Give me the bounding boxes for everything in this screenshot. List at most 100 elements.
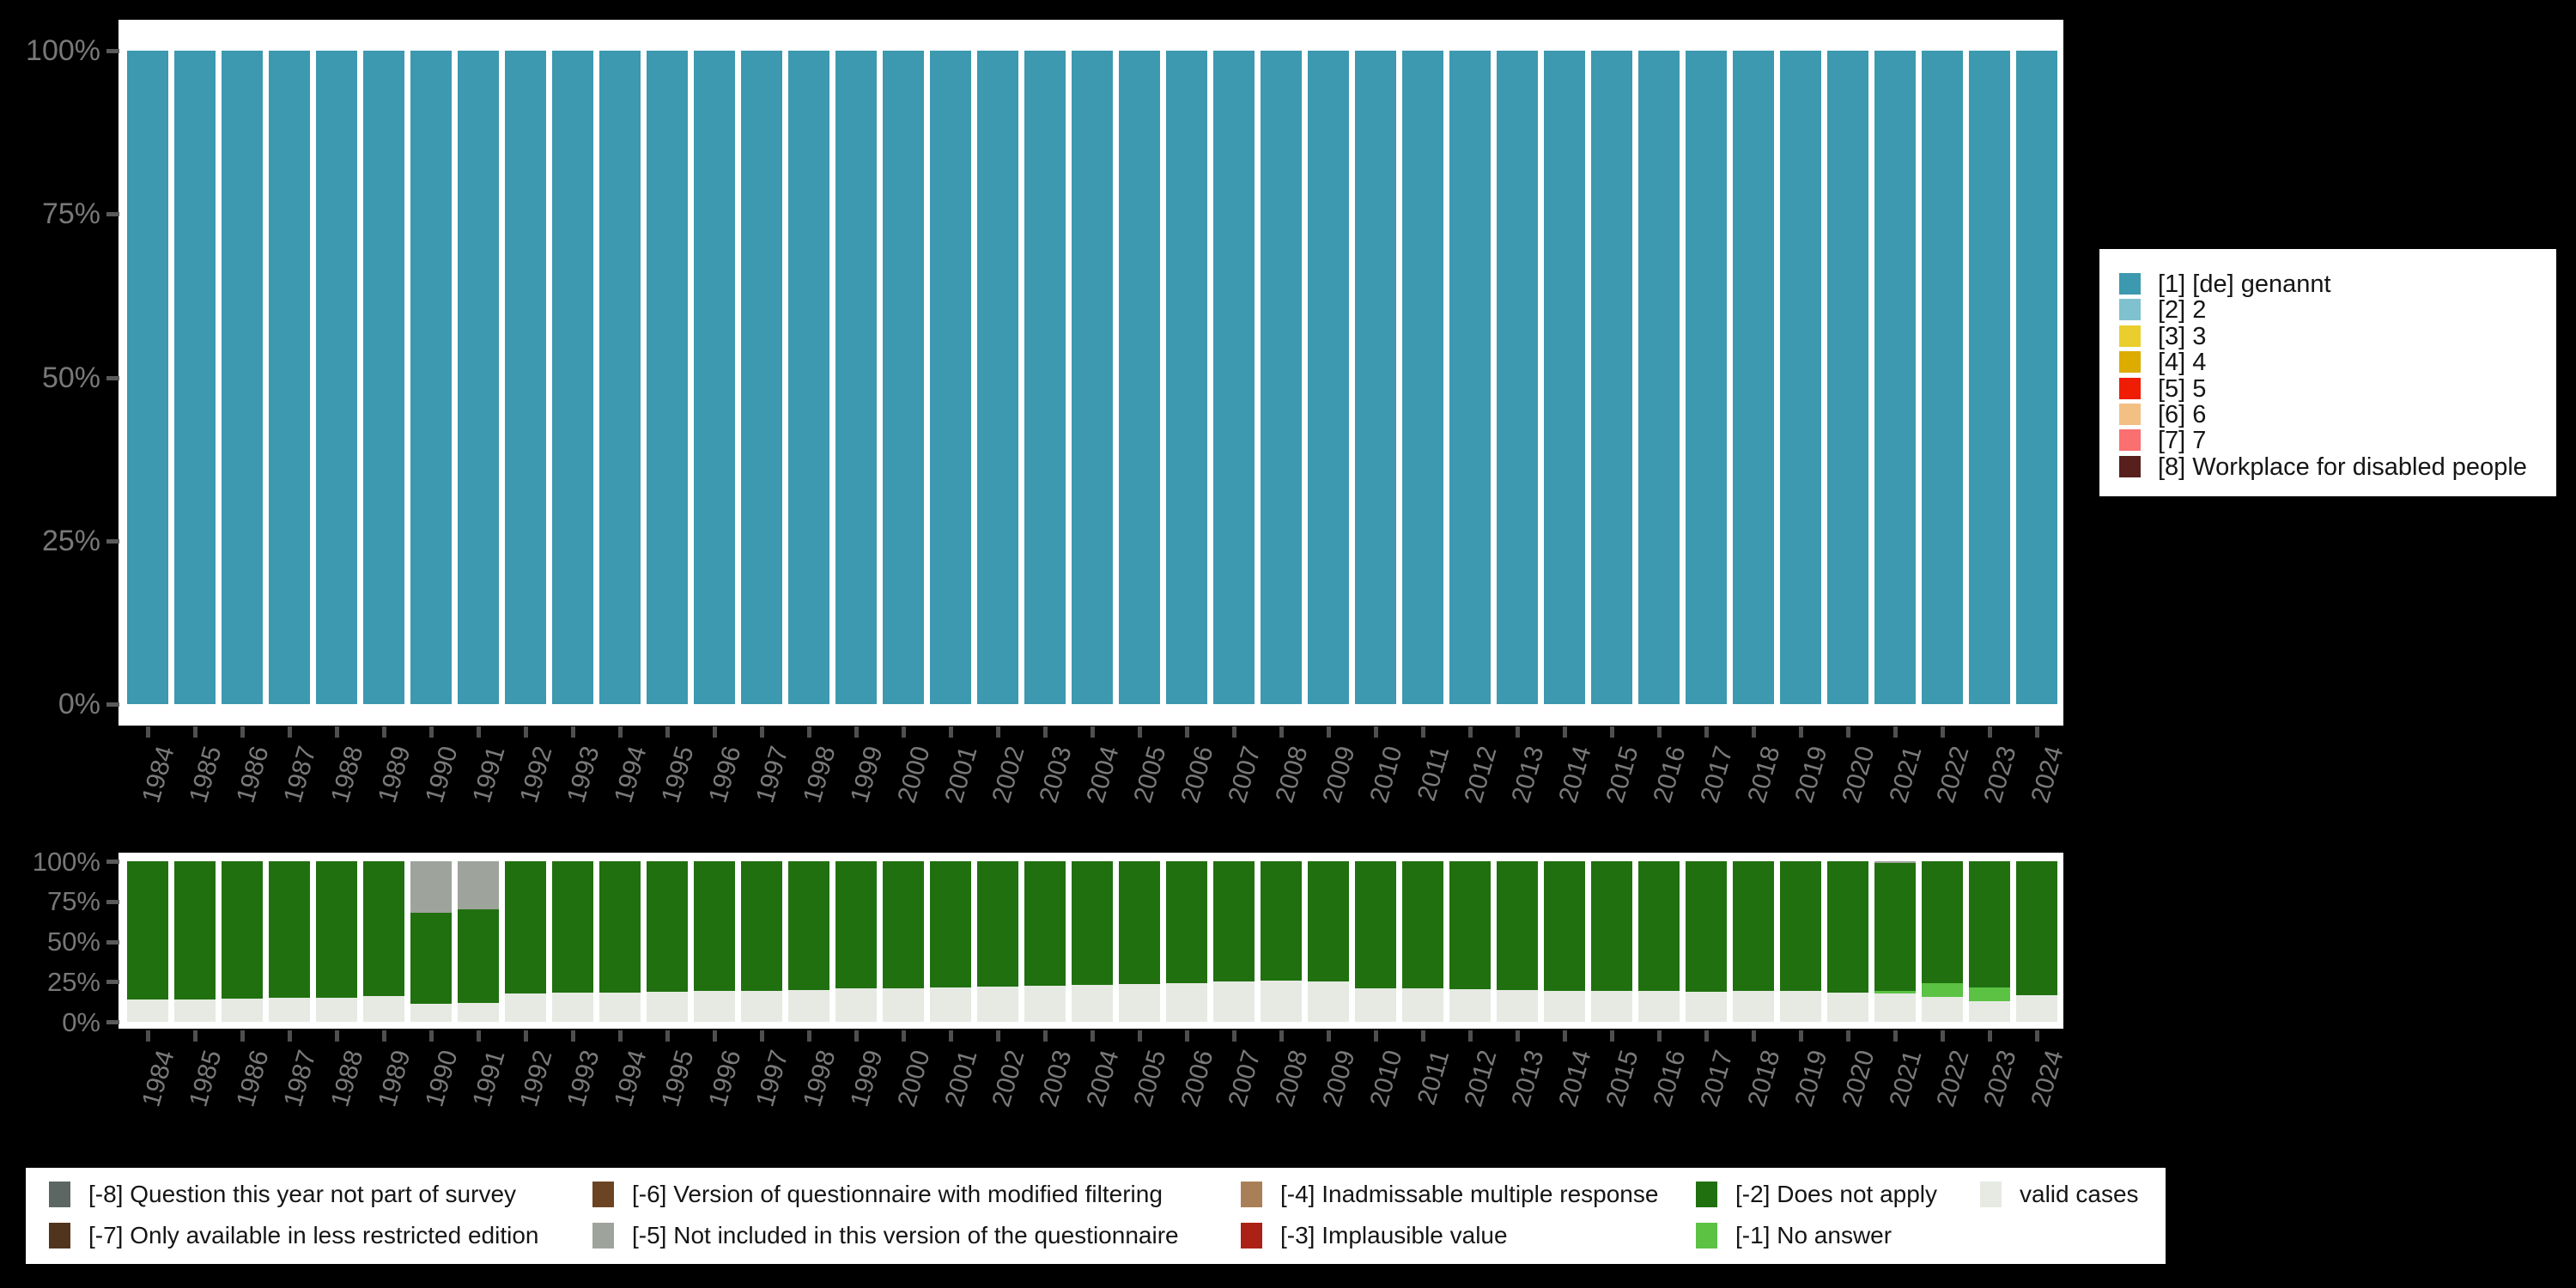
bar-segment	[1119, 861, 1160, 985]
y-axis-label: 25%	[46, 967, 100, 997]
x-axis-tick	[1563, 726, 1567, 738]
bar-segment	[2016, 51, 2057, 704]
bar-segment	[1497, 989, 1538, 1022]
x-axis-tick	[1516, 726, 1520, 738]
bar-2007	[1213, 51, 1255, 704]
bar-segment	[174, 861, 216, 999]
bar-2000	[883, 861, 924, 1022]
bar-2008	[1261, 861, 1302, 1022]
x-axis-year-label: 1994	[609, 743, 653, 806]
bar-segment	[599, 993, 641, 1022]
legend-item: [5] 5	[2099, 376, 2556, 402]
x-axis-year-label: 2002	[987, 743, 1030, 806]
x-axis-year-label: 1998	[798, 1047, 841, 1110]
bar-1993	[552, 861, 593, 1022]
x-axis-year-label: 2013	[1506, 743, 1550, 806]
bar-segment	[410, 1004, 452, 1022]
bar-2021	[1874, 861, 1916, 1022]
bar-segment	[883, 51, 924, 704]
bar-1988	[316, 51, 357, 704]
bar-2014	[1544, 861, 1585, 1022]
x-axis-year-label: 2020	[1837, 743, 1880, 806]
legend-label: [-4] Inadmissable multiple response	[1280, 1181, 1659, 1207]
legend-label: [4] 4	[2158, 349, 2207, 377]
bar-segment	[1591, 51, 1632, 704]
x-axis-year-label: 1989	[373, 743, 416, 806]
legend-item: [3] 3	[2099, 324, 2556, 349]
x-axis-tick	[2035, 1030, 2039, 1042]
x-axis-tick	[477, 726, 481, 738]
x-axis-year-label: 1989	[373, 1047, 416, 1110]
x-axis-tick	[146, 1030, 150, 1042]
bar-2023	[1969, 861, 2010, 1022]
x-axis-year-label: 2021	[1884, 743, 1928, 806]
x-axis-year-label: 1984	[137, 743, 180, 806]
bar-2024	[2016, 861, 2057, 1022]
x-axis-year-label: 2003	[1034, 1047, 1078, 1110]
bar-2015	[1591, 861, 1632, 1022]
bar-segment	[1449, 861, 1491, 989]
bar-segment	[410, 51, 452, 704]
bar-segment	[363, 861, 404, 997]
bar-segment	[1780, 991, 1821, 1022]
bar-segment	[1638, 991, 1680, 1022]
bar-2005	[1119, 861, 1160, 1022]
bar-segment	[505, 993, 546, 1022]
x-axis-tick	[949, 726, 953, 738]
bar-segment	[458, 909, 499, 1003]
bar-segment	[269, 997, 310, 1022]
x-axis-tick	[1752, 1030, 1756, 1042]
bar-1989	[363, 861, 404, 1022]
x-axis-year-label: 2010	[1364, 1047, 1408, 1110]
legend-swatch	[1241, 1223, 1262, 1249]
bar-2006	[1166, 51, 1207, 704]
x-axis-year-label: 1988	[325, 743, 369, 806]
bar-segment	[1827, 861, 1868, 993]
legend-swatch	[49, 1182, 70, 1207]
missing-chart-plot	[118, 853, 2063, 1029]
bar-1990	[410, 51, 452, 704]
x-axis-year-label: 2011	[1413, 1047, 1455, 1109]
bar-segment	[1449, 988, 1491, 1022]
bar-segment	[788, 861, 829, 990]
x-axis-tick	[1752, 726, 1756, 738]
bar-segment	[1922, 861, 1963, 984]
bar-segment	[552, 51, 593, 704]
bar-1994	[599, 861, 641, 1022]
x-axis-year-label: 2023	[1978, 743, 2022, 806]
bar-2014	[1544, 51, 1585, 704]
bar-1993	[552, 51, 593, 704]
bar-segment	[1733, 861, 1774, 992]
bar-segment	[1638, 51, 1680, 704]
legend-label: [-7] Only available in less restricted e…	[88, 1222, 539, 1249]
x-axis-tick	[335, 726, 339, 738]
bar-2002	[977, 861, 1018, 1022]
legend-label: valid cases	[2020, 1181, 2139, 1207]
x-axis-year-label: 1988	[325, 1047, 369, 1110]
bar-segment	[1733, 991, 1774, 1022]
x-axis-year-label: 2009	[1317, 743, 1361, 806]
x-axis-year-label: 2005	[1128, 743, 1172, 806]
x-axis-tick	[1232, 1030, 1236, 1042]
legend-swatch	[2119, 273, 2141, 295]
bar-2001	[930, 51, 971, 704]
bar-2017	[1686, 51, 1727, 704]
x-axis-tick	[1610, 726, 1614, 738]
bar-2017	[1686, 861, 1727, 1022]
legend-swatch	[1696, 1182, 1717, 1207]
x-axis-tick	[713, 726, 717, 738]
x-axis-year-label: 2000	[892, 1047, 936, 1110]
bar-2019	[1780, 861, 1821, 1022]
bar-1984	[127, 51, 168, 704]
x-axis-year-label: 2024	[2026, 743, 2069, 806]
x-axis-tick	[288, 1030, 292, 1042]
bar-segment	[1261, 51, 1302, 704]
bar-segment	[1213, 861, 1255, 982]
x-axis-tick	[618, 1030, 623, 1042]
bar-segment	[1449, 51, 1491, 704]
bar-2004	[1072, 51, 1113, 704]
bar-segment	[1119, 984, 1160, 1022]
bar-segment	[1969, 861, 2010, 987]
bar-segment	[647, 861, 688, 993]
bar-2003	[1024, 861, 1066, 1022]
